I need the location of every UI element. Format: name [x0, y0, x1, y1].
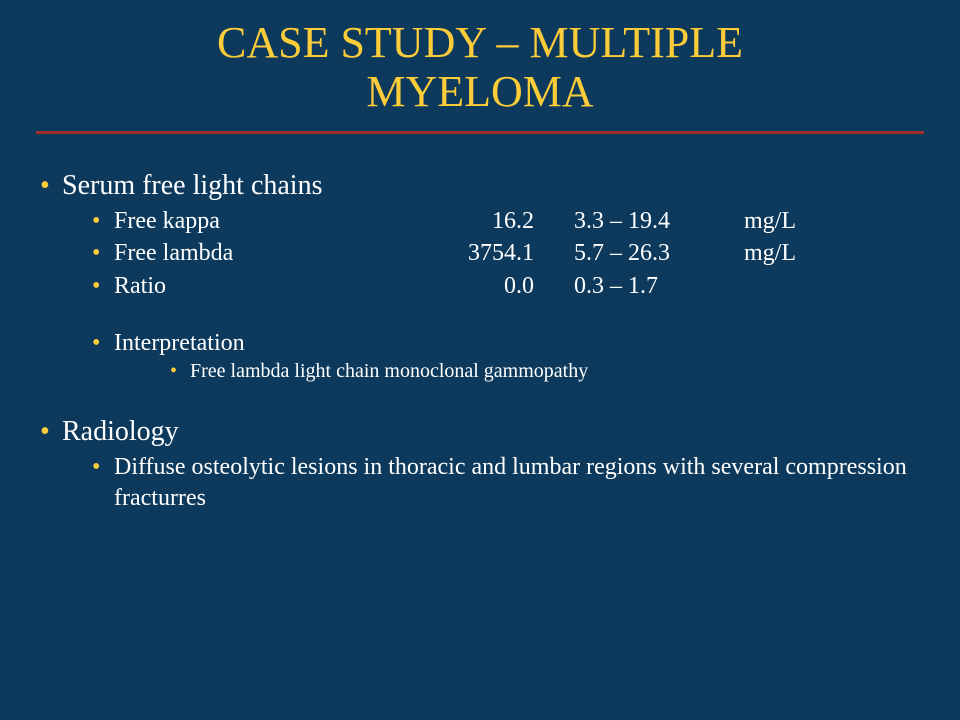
- slide: CASE STUDY – MULTIPLE MYELOMA Serum free…: [0, 0, 960, 720]
- interpretation-detail: Free lambda light chain monoclonal gammo…: [114, 358, 926, 384]
- title-line-2: MYELOMA: [366, 67, 593, 116]
- interpretation-label: Interpretation: [114, 330, 245, 356]
- value: 16.2: [374, 206, 574, 237]
- section-sflc: Serum free light chains Free kappa 16.2 …: [34, 170, 926, 385]
- sflc-row-kappa: Free kappa 16.2 3.3 – 19.4 mg/L: [62, 206, 926, 237]
- interpretation-text: Free lambda light chain monoclonal gammo…: [114, 358, 926, 384]
- title-line-1: CASE STUDY – MULTIPLE: [217, 18, 743, 67]
- sflc-row-ratio: Ratio 0.0 0.3 – 1.7: [62, 271, 926, 302]
- spacer: [34, 388, 926, 416]
- value: 3754.1: [374, 238, 574, 269]
- label: Free lambda: [114, 238, 374, 269]
- section-radiology: Radiology Diffuse osteolytic lesions in …: [34, 416, 926, 513]
- label: Ratio: [114, 271, 374, 302]
- sflc-rows: Free kappa 16.2 3.3 – 19.4 mg/L Free lam…: [62, 206, 926, 385]
- sflc-row-lambda: Free lambda 3754.1 5.7 – 26.3 mg/L: [62, 238, 926, 269]
- radiology-detail: Diffuse osteolytic lesions in thoracic a…: [62, 452, 926, 513]
- title-underline: [36, 131, 924, 134]
- unit: mg/L: [744, 206, 824, 237]
- range: 3.3 – 19.4: [574, 206, 744, 237]
- unit: mg/L: [744, 238, 824, 269]
- content-list: Serum free light chains Free kappa 16.2 …: [34, 170, 926, 514]
- unit: [744, 271, 824, 302]
- range: 5.7 – 26.3: [574, 238, 744, 269]
- radiology-heading: Radiology: [62, 416, 179, 447]
- radiology-text: Diffuse osteolytic lesions in thoracic a…: [62, 452, 926, 513]
- label: Free kappa: [114, 206, 374, 237]
- range: 0.3 – 1.7: [574, 271, 744, 302]
- slide-title: CASE STUDY – MULTIPLE MYELOMA: [34, 18, 926, 117]
- sflc-interpretation: Interpretation Free lambda light chain m…: [62, 328, 926, 385]
- value: 0.0: [374, 271, 574, 302]
- sflc-heading: Serum free light chains: [62, 170, 322, 201]
